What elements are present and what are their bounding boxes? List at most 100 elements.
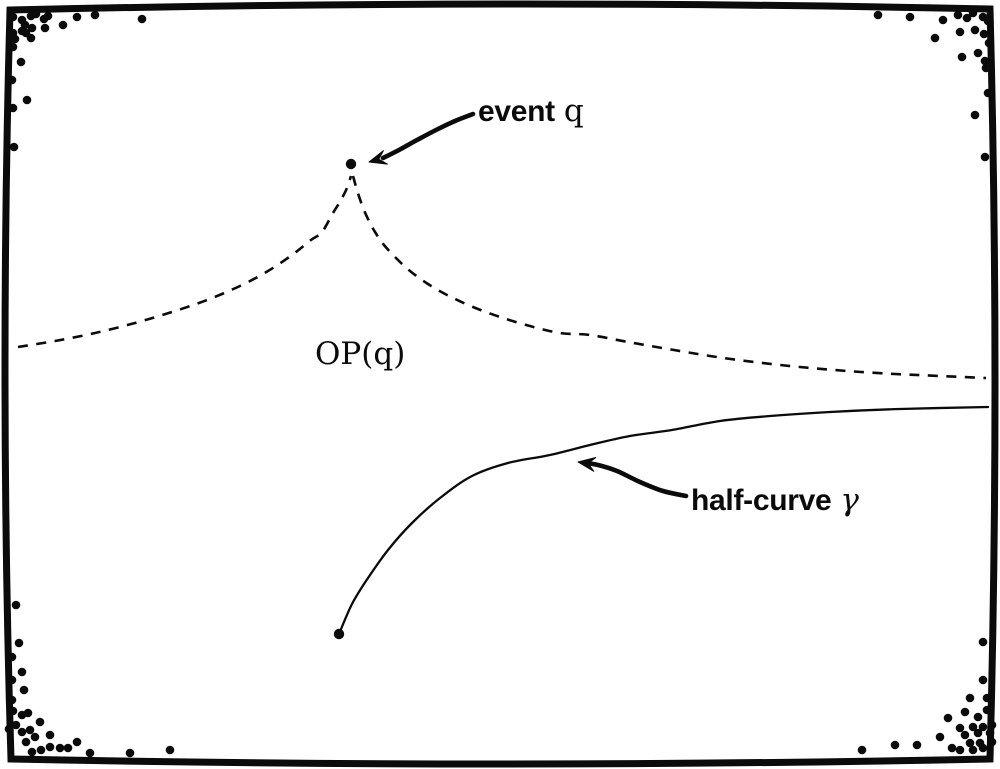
corner-dot <box>36 745 46 755</box>
label-half-curve-word: half-curve <box>691 484 832 517</box>
corner-dot <box>27 747 37 757</box>
corner-dot <box>890 740 900 750</box>
corner-dot <box>968 745 978 755</box>
corner-dot <box>45 742 55 752</box>
corner-dot <box>8 12 18 22</box>
corner-dot <box>873 10 883 20</box>
corner-dot <box>978 637 988 647</box>
corner-dot <box>8 103 18 113</box>
corner-dot <box>17 727 27 737</box>
corner-dot <box>17 667 27 677</box>
corner-dot <box>984 38 994 48</box>
corner-dot <box>7 695 17 705</box>
corner-dot <box>11 600 21 610</box>
corner-dot <box>953 10 963 20</box>
corner-dot <box>55 743 65 753</box>
label-event-q: event q <box>478 96 584 127</box>
corner-dot <box>973 48 983 58</box>
corner-dot <box>957 52 967 62</box>
corner-dot <box>962 13 972 23</box>
corner-dot <box>23 708 33 718</box>
corner-dot <box>8 706 18 716</box>
event-q-point <box>345 158 357 170</box>
corner-dot <box>125 748 135 758</box>
corner-dot <box>935 732 945 742</box>
corner-dot <box>965 738 975 748</box>
corner-dot <box>7 75 17 85</box>
label-event-q-symbol: q <box>563 93 584 129</box>
corner-dot <box>983 88 993 98</box>
corner-dot <box>7 652 17 662</box>
corner-dot <box>968 8 978 18</box>
corner-dot <box>987 720 997 730</box>
corner-dot <box>973 728 983 738</box>
half-curve-path <box>337 405 990 636</box>
label-op-q-text: OP(q) <box>315 336 406 372</box>
corner-dot <box>970 110 980 120</box>
corner-dot <box>10 34 20 44</box>
corner-dot <box>955 27 965 37</box>
corner-dot <box>165 745 175 755</box>
corner-dot <box>978 722 988 732</box>
corner-dot <box>137 14 147 24</box>
corner-dot <box>980 56 990 66</box>
corner-dot <box>982 693 992 703</box>
corner-dot <box>978 743 988 753</box>
corner-dot <box>31 9 41 19</box>
corner-dot <box>30 732 40 742</box>
label-op-q: OP(q) <box>315 339 405 370</box>
corner-dot <box>43 11 53 21</box>
corner-dot <box>943 713 953 723</box>
dashed-curve-right <box>351 175 987 380</box>
corner-dot <box>982 705 992 715</box>
corner-dot <box>14 638 24 648</box>
corner-dot <box>19 685 29 695</box>
corner-dot <box>970 25 980 35</box>
label-half-curve-symbol: γ <box>840 482 859 518</box>
corner-dot <box>35 717 45 727</box>
corner-dot <box>45 730 55 740</box>
corner-dot <box>965 693 975 703</box>
corner-dot <box>968 722 978 732</box>
corner-dot <box>26 33 36 43</box>
corner-dot <box>980 152 990 162</box>
corner-dot <box>979 29 989 39</box>
corner-dot <box>978 675 988 685</box>
event-arrow-head <box>368 150 388 165</box>
corner-dot <box>985 728 995 738</box>
event-arrow <box>380 111 476 161</box>
corner-dot <box>981 63 991 73</box>
corner-dot <box>947 743 957 753</box>
corner-dot <box>63 743 73 753</box>
corner-dot <box>11 720 21 730</box>
corner-dot <box>955 723 965 733</box>
corner-dot <box>72 12 82 22</box>
corner-dot <box>973 712 983 722</box>
label-half-curve: half-curve γ <box>691 485 859 516</box>
corner-dot <box>912 740 922 750</box>
corner-dot <box>930 33 940 43</box>
corner-dot <box>983 16 993 26</box>
corner-dot <box>4 724 14 734</box>
corner-dot <box>22 95 32 105</box>
corner-dot <box>987 737 997 747</box>
corner-dot <box>90 10 100 20</box>
corner-dot <box>938 15 948 25</box>
corner-dot <box>857 745 867 755</box>
corner-dot <box>21 737 31 747</box>
corner-dot <box>9 142 19 152</box>
label-event-q-word: event <box>478 95 555 128</box>
corner-dot <box>72 737 82 747</box>
corner-dot <box>25 725 35 735</box>
half-curve-endpoint <box>333 628 345 640</box>
dashed-curve-left <box>17 175 353 349</box>
corner-dot <box>955 745 965 755</box>
corner-dot <box>905 12 915 22</box>
corner-dot <box>40 23 50 33</box>
half-curve-arrow-head <box>577 457 597 472</box>
half-curve-arrow <box>582 460 689 499</box>
corner-dot <box>7 675 17 685</box>
